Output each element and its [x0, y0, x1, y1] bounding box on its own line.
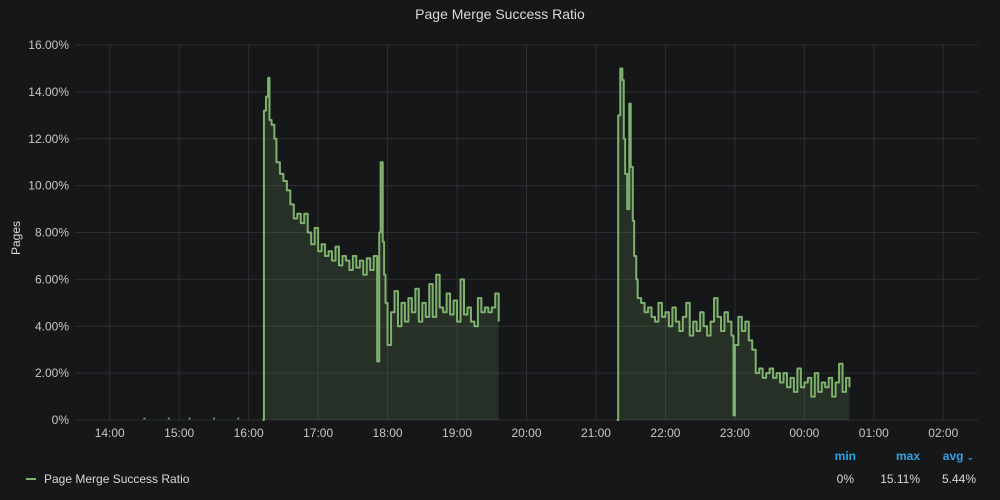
x-tick-label: 01:00: [859, 426, 889, 440]
panel-title: Page Merge Success Ratio: [415, 6, 585, 22]
legend: min max avg ⌄ Page Merge Success Ratio 0%…: [0, 446, 1000, 500]
y-axis: 0% 2.00% 4.00% 6.00% 8.00% 10.00% 12.00% 14.00%…: [28, 38, 69, 427]
legend-value-min: 0%: [836, 472, 854, 486]
legend-header-max[interactable]: max: [895, 449, 920, 463]
x-tick-label: 20:00: [511, 426, 541, 440]
series-line: [262, 76, 500, 421]
x-tick-label: 14:00: [95, 426, 125, 440]
chevron-down-icon: ⌄: [966, 452, 974, 462]
series-color-swatch: [26, 478, 36, 480]
x-tick-label: 02:00: [928, 426, 958, 440]
y-tick-label: 14.00%: [28, 85, 69, 99]
chart: 0% 2.00% 4.00% 6.00% 8.00% 10.00% 12.00% 14.00%…: [9, 38, 978, 440]
x-tick-label: 16:00: [234, 426, 264, 440]
series-line: [616, 67, 851, 421]
x-tick-label: 15:00: [164, 426, 194, 440]
y-tick-label: 8.00%: [35, 226, 69, 240]
y-tick-label: 4.00%: [35, 319, 69, 333]
x-tick-label: 21:00: [581, 426, 611, 440]
x-tick-label: 23:00: [720, 426, 750, 440]
x-tick-label: 19:00: [442, 426, 472, 440]
chart-grid: [75, 44, 978, 421]
legend-value-max: 15.11%: [880, 472, 920, 486]
x-tick-label: 18:00: [373, 426, 403, 440]
y-axis-title: Pages: [9, 221, 23, 255]
y-tick-label: 12.00%: [28, 132, 69, 146]
y-tick-label: 16.00%: [28, 38, 69, 52]
legend-header-avg[interactable]: avg ⌄: [942, 449, 974, 463]
x-axis: 14:00 15:00 16:00 17:00 18:00 19:00 20:00 21:00…: [95, 426, 959, 440]
x-tick-label: 00:00: [789, 426, 819, 440]
legend-value-avg: 5.44%: [941, 472, 976, 486]
y-tick-label: 6.00%: [35, 272, 69, 286]
series-area: [616, 68, 850, 420]
legend-header-min[interactable]: min: [834, 449, 856, 463]
x-tick-label: 22:00: [650, 426, 680, 440]
legend-series-item[interactable]: Page Merge Success Ratio: [26, 472, 189, 486]
y-tick-label: 2.00%: [35, 366, 69, 380]
y-tick-label: 0%: [52, 413, 70, 427]
x-tick-label: 17:00: [303, 426, 333, 440]
series-area: [262, 77, 499, 420]
chart-plot: [143, 67, 851, 421]
y-tick-label: 10.00%: [28, 179, 69, 193]
legend-series-name: Page Merge Success Ratio: [44, 472, 190, 486]
